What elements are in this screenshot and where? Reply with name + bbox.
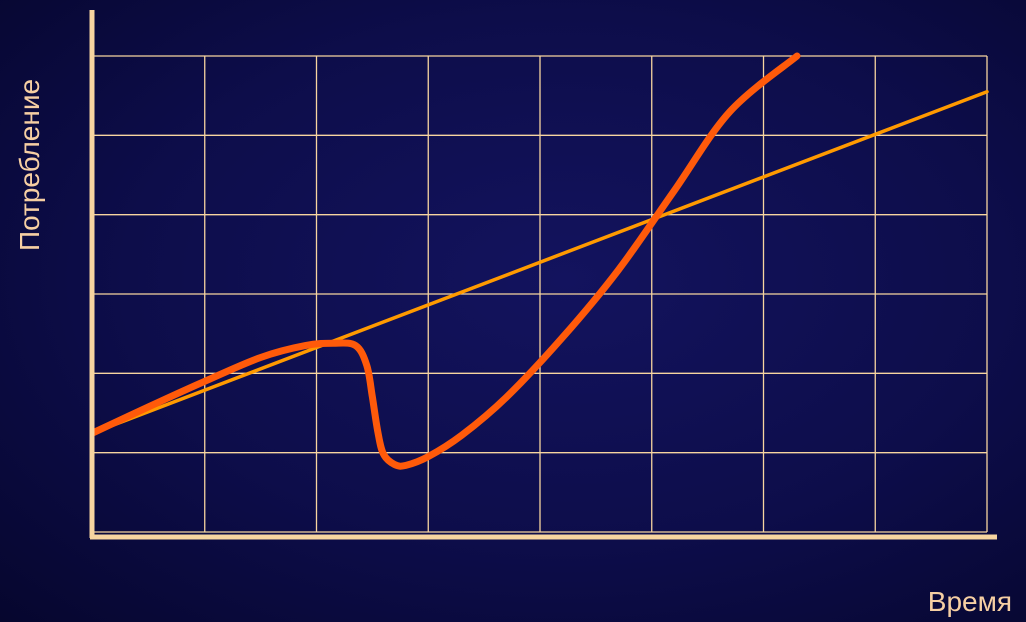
grid-lines xyxy=(92,55,988,533)
axes xyxy=(89,10,997,540)
x-axis-label: Время xyxy=(927,586,1012,617)
series-line-trend xyxy=(91,89,989,435)
series-line-actual xyxy=(89,52,801,470)
series-layer xyxy=(89,52,989,470)
y-axis-label: Потребление xyxy=(14,78,45,252)
